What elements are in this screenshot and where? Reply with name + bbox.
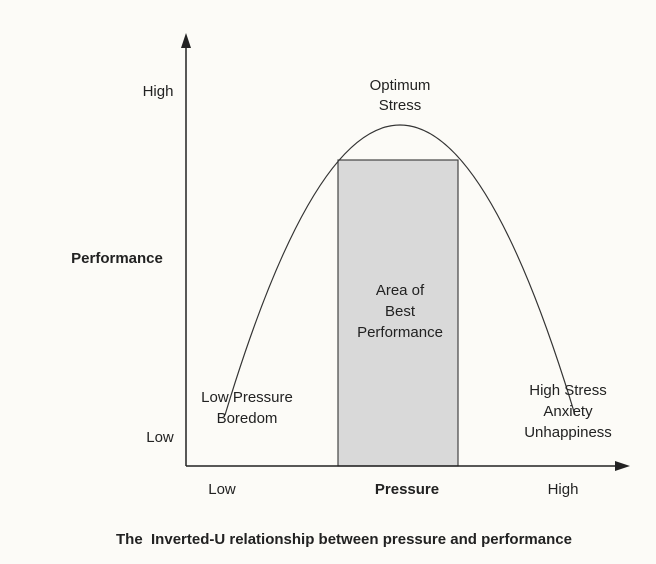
caption: The Inverted-U relationship between pres…	[116, 531, 572, 548]
right-label: Anxiety	[543, 403, 593, 420]
y-low-label: Low	[146, 429, 174, 446]
region-label: Best	[385, 303, 416, 320]
left-label: Low Pressure	[201, 389, 293, 406]
right-label: Unhappiness	[524, 424, 612, 441]
y-high-label: High	[143, 83, 174, 100]
x-low-label: Low	[208, 481, 236, 498]
peak-label: Optimum	[370, 77, 431, 94]
right-label: High Stress	[529, 382, 607, 399]
best-performance-area	[337, 159, 459, 467]
x-axis-label: Pressure	[375, 481, 439, 498]
y-axis-arrow	[181, 33, 191, 48]
peak-label: Stress	[379, 97, 422, 114]
region-label: Performance	[357, 324, 443, 341]
left-label: Boredom	[217, 410, 278, 427]
region-label: Area of	[376, 282, 425, 299]
x-axis-arrow	[615, 461, 630, 471]
inverted-u-curve	[224, 124, 576, 416]
y-axis-label: Performance	[71, 250, 163, 267]
x-high-label: High	[548, 481, 579, 498]
